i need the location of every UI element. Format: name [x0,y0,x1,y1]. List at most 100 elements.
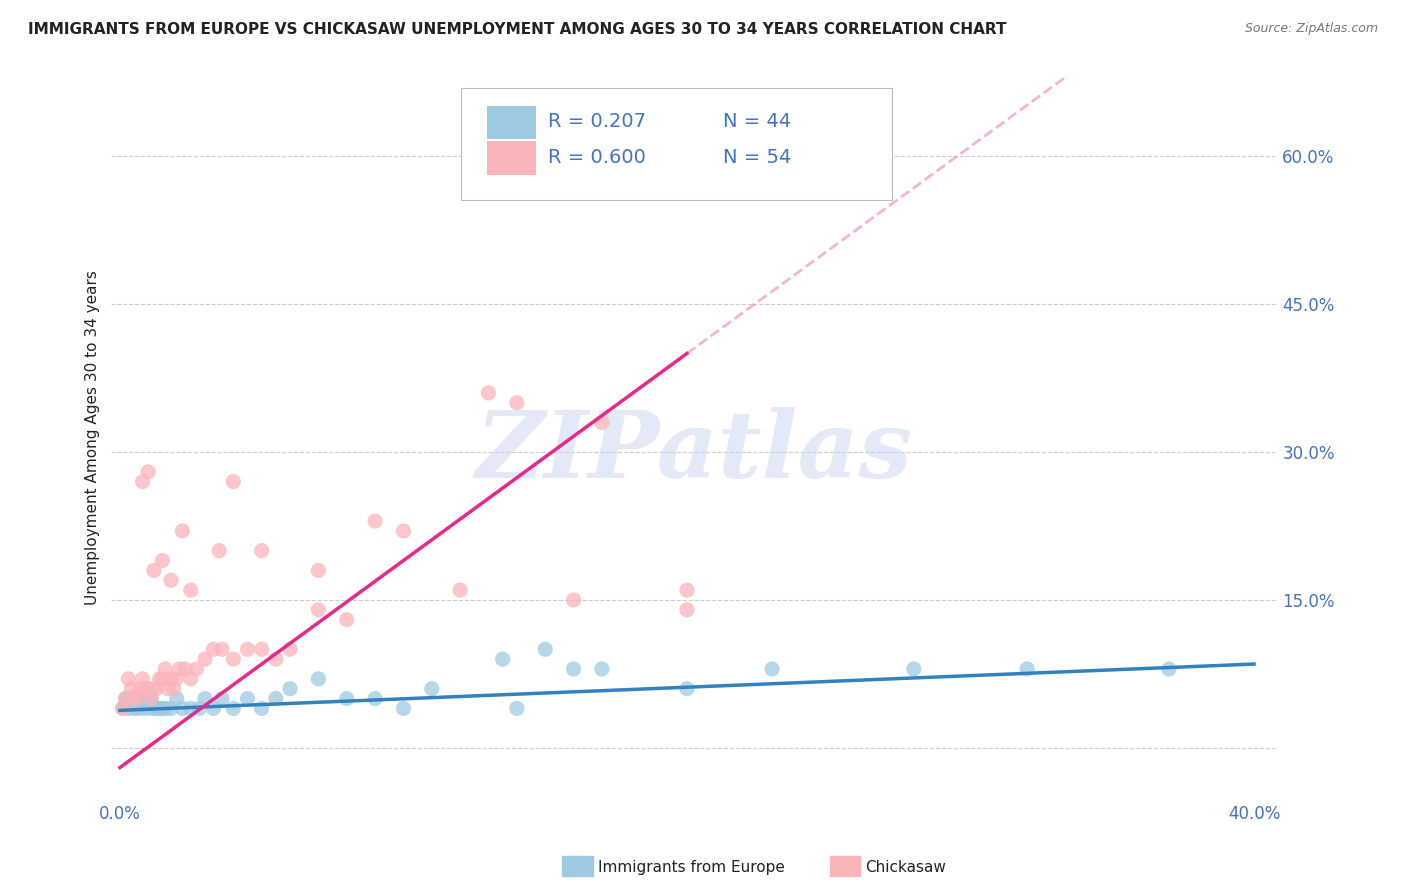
Point [174,662,197,676]
Point [136,681,159,696]
Point [236,691,259,706]
Point [222,701,245,715]
Point [194,652,217,666]
Point [166,691,188,706]
Point [125,701,148,715]
Point [149,701,172,715]
Point [506,396,529,410]
Point [160,574,183,588]
Point [392,701,415,715]
Point [211,691,233,706]
Point [166,672,188,686]
Point [142,563,165,577]
Point [146,681,169,696]
Point [160,701,183,715]
Point [188,701,211,715]
Point [134,681,156,696]
Point [676,681,699,696]
Point [506,701,529,715]
Point [534,642,557,657]
Text: N = 54: N = 54 [723,148,792,167]
Point [202,701,225,715]
Point [155,701,177,715]
Point [336,613,359,627]
FancyBboxPatch shape [486,142,536,175]
Text: Immigrants from Europe: Immigrants from Europe [598,860,785,874]
Point [1157,662,1180,676]
Point [903,662,925,676]
Point [131,701,153,715]
Point [122,691,145,706]
Point [676,583,699,598]
Point [172,524,194,538]
Point [676,603,699,617]
Point [222,652,245,666]
Point [125,691,148,706]
Point [134,691,156,706]
Point [307,603,329,617]
Point [120,691,142,706]
Point [114,691,136,706]
Point [152,672,174,686]
Point [492,652,515,666]
Point [139,691,162,706]
Point [163,681,186,696]
Point [169,662,191,676]
Point [157,681,180,696]
Point [131,475,153,489]
Point [180,701,202,715]
FancyBboxPatch shape [461,88,893,200]
Point [1017,662,1039,676]
Point [336,691,359,706]
Point [307,672,329,686]
Point [477,386,499,401]
Point [208,543,231,558]
Point [152,553,174,567]
Y-axis label: Unemployment Among Ages 30 to 34 years: Unemployment Among Ages 30 to 34 years [86,270,100,605]
Point [449,583,471,598]
Point [131,672,153,686]
Point [172,701,194,715]
Point [152,701,174,715]
Point [222,475,245,489]
Point [562,593,585,607]
Point [591,416,613,430]
Point [420,681,443,696]
Point [364,514,387,528]
Point [142,681,165,696]
Point [186,662,208,676]
Point [136,465,159,479]
Point [149,672,172,686]
Point [142,701,165,715]
Point [307,563,329,577]
Point [117,672,139,686]
Point [155,662,177,676]
Point [122,701,145,715]
Point [562,662,585,676]
Point [278,681,301,696]
Point [250,543,273,558]
Point [392,524,415,538]
Text: Chickasaw: Chickasaw [865,860,946,874]
Point [180,583,202,598]
Point [128,691,150,706]
Point [761,662,783,676]
Point [202,642,225,657]
Text: N = 44: N = 44 [723,112,792,131]
Point [139,691,162,706]
Point [264,652,287,666]
Point [146,701,169,715]
Text: R = 0.600: R = 0.600 [548,148,647,167]
Point [111,701,134,715]
Point [364,691,387,706]
Point [278,642,301,657]
Point [117,701,139,715]
Point [136,701,159,715]
Point [128,681,150,696]
Point [591,662,613,676]
Point [194,691,217,706]
Text: IMMIGRANTS FROM EUROPE VS CHICKASAW UNEMPLOYMENT AMONG AGES 30 TO 34 YEARS CORRE: IMMIGRANTS FROM EUROPE VS CHICKASAW UNEM… [28,22,1007,37]
Point [264,691,287,706]
Point [114,691,136,706]
Text: R = 0.207: R = 0.207 [548,112,647,131]
